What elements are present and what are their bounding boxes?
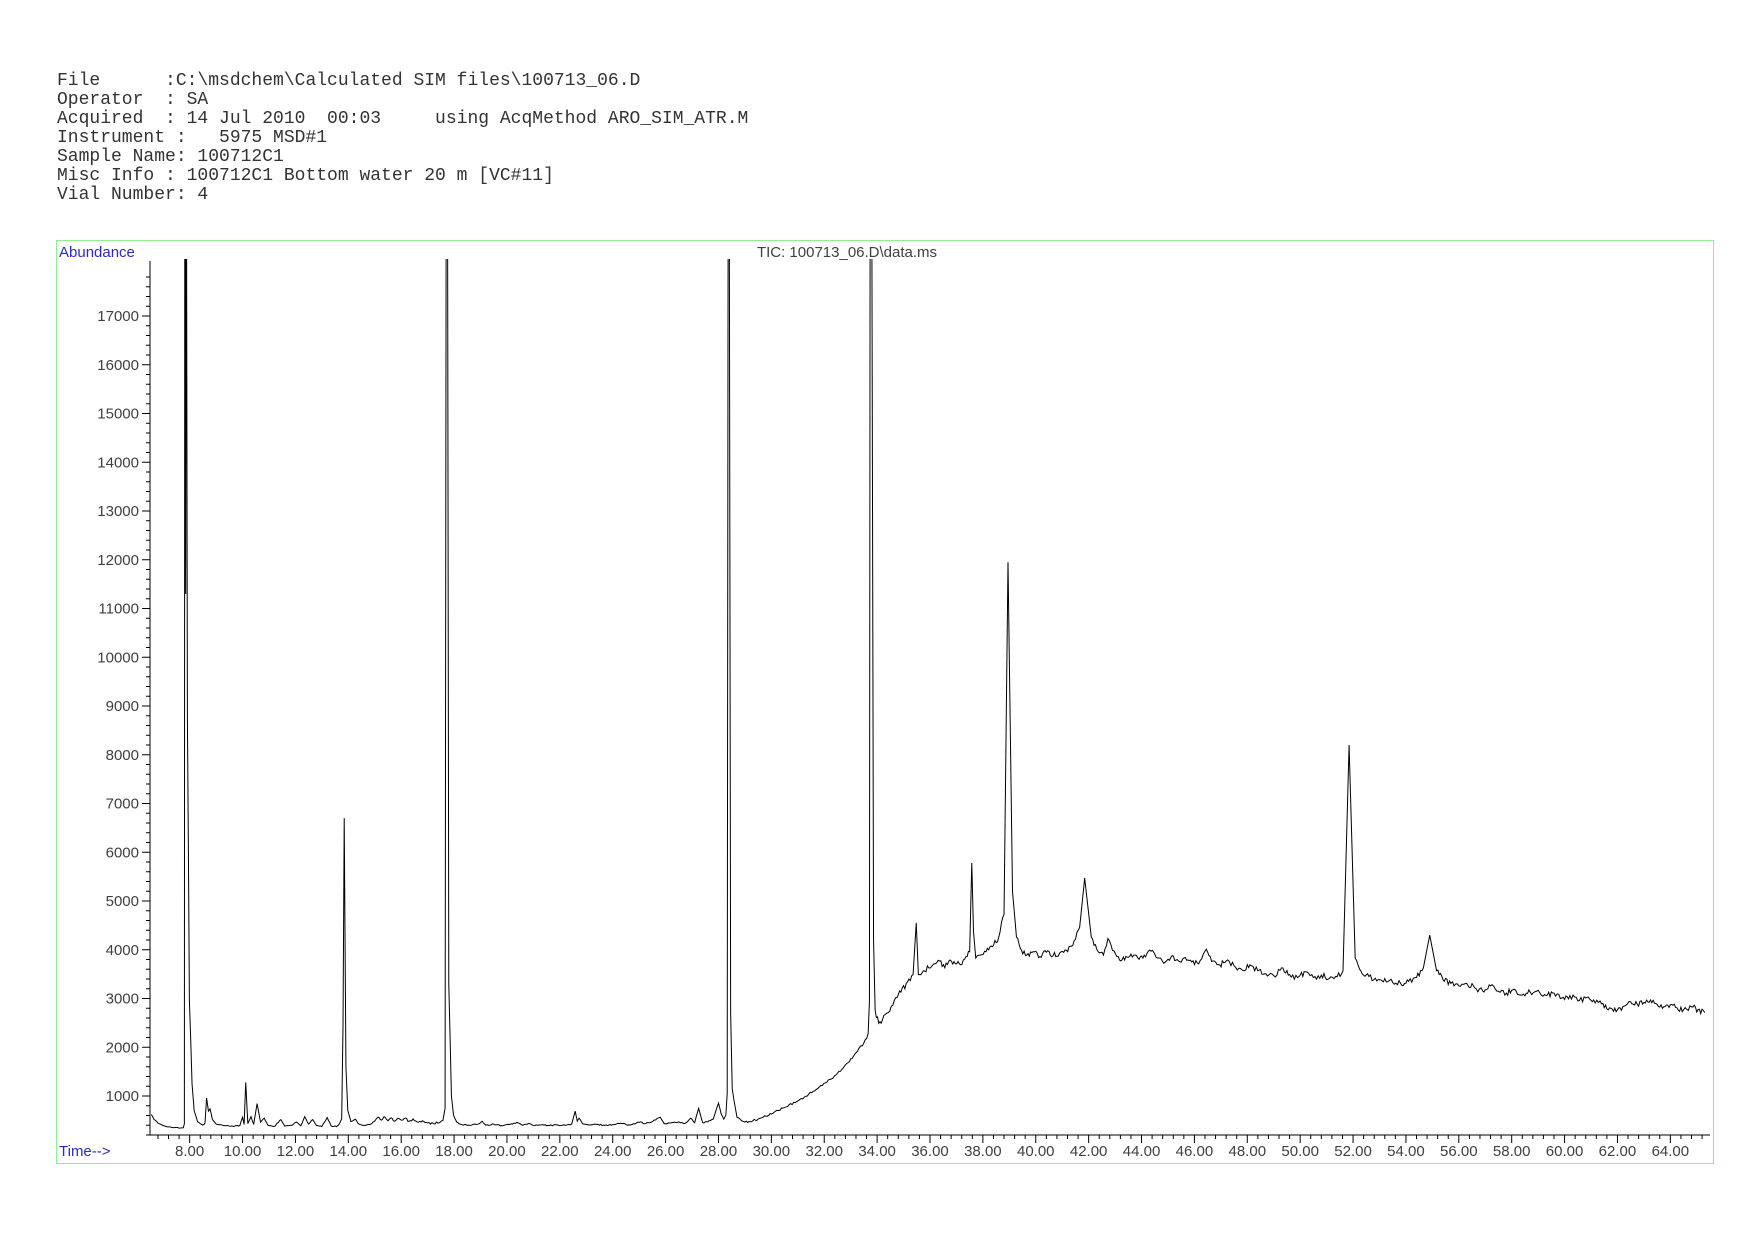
y-tick-label: 10000: [97, 649, 139, 666]
x-tick-label: 22.00: [541, 1143, 579, 1160]
x-tick-label: 20.00: [488, 1143, 526, 1160]
tic-trace: [150, 259, 1706, 1129]
x-tick-label: 44.00: [1123, 1143, 1161, 1160]
x-tick-label: 50.00: [1281, 1143, 1319, 1160]
y-axis-title: Abundance: [59, 244, 135, 261]
file-info-header: File :C:\msdchem\Calculated SIM files\10…: [57, 72, 748, 205]
y-tick-label: 8000: [106, 747, 139, 764]
x-tick-label: 36.00: [911, 1143, 949, 1160]
y-tick-label: 14000: [97, 454, 139, 471]
x-tick-label: 14.00: [330, 1143, 368, 1160]
x-tick-label: 34.00: [858, 1143, 896, 1160]
x-tick-label: 64.00: [1652, 1143, 1690, 1160]
y-tick-label: 2000: [106, 1039, 139, 1056]
x-tick-label: 48.00: [1229, 1143, 1267, 1160]
axes: 1000 2000 3000 4000 5000 6000 7000 8000 9000 1000…: [97, 261, 1710, 1160]
header-line: Vial Number: 4: [57, 185, 209, 205]
y-tick-label: 1000: [106, 1088, 139, 1105]
y-tick-label: 13000: [97, 503, 139, 520]
header-line: Operator : SA: [57, 90, 209, 110]
y-tick-label: 7000: [106, 796, 139, 813]
y-tick-label: 3000: [106, 991, 139, 1008]
header-line: Acquired : 14 Jul 2010 00:03 using AcqMe…: [57, 109, 749, 129]
tic-chromatogram: Abundance TIC: 100713_06.D\data.ms Time-…: [59, 244, 1710, 1160]
y-tick-label: 4000: [106, 942, 139, 959]
header-line: File :C:\msdchem\Calculated SIM files\10…: [57, 71, 641, 91]
x-tick-label: 32.00: [805, 1143, 843, 1160]
x-tick-label: 8.00: [175, 1143, 204, 1160]
y-tick-label: 9000: [106, 698, 139, 715]
x-tick-label: 18.00: [435, 1143, 473, 1160]
x-tick-label: 24.00: [594, 1143, 632, 1160]
y-tick-label: 16000: [97, 357, 139, 374]
header-line: Misc Info : 100712C1 Bottom water 20 m […: [57, 166, 554, 186]
y-tick-label: 5000: [106, 893, 139, 910]
y-tick-label: 6000: [106, 844, 139, 861]
x-tick-label: 52.00: [1334, 1143, 1372, 1160]
y-tick-label: 11000: [98, 601, 139, 618]
x-tick-label: 28.00: [700, 1143, 738, 1160]
tic-chart-frame: Abundance TIC: 100713_06.D\data.ms Time-…: [56, 240, 1714, 1164]
chromatogram-trace: [150, 259, 1706, 1129]
header-line: Instrument : 5975 MSD#1: [57, 128, 328, 148]
x-tick-label: 40.00: [1017, 1143, 1055, 1160]
x-tick-label: 56.00: [1440, 1143, 1478, 1160]
x-tick-label: 38.00: [964, 1143, 1002, 1160]
x-tick-label: 42.00: [1070, 1143, 1108, 1160]
y-tick-label: 12000: [97, 552, 139, 569]
x-tick-label: 26.00: [647, 1143, 685, 1160]
x-tick-label: 16.00: [382, 1143, 420, 1160]
header-line: Sample Name: 100712C1: [57, 147, 284, 167]
chart-title: TIC: 100713_06.D\data.ms: [757, 244, 937, 261]
x-tick-label: 10.00: [224, 1143, 262, 1160]
x-tick-label: 62.00: [1599, 1143, 1637, 1160]
x-tick-label: 54.00: [1387, 1143, 1425, 1160]
x-axis-title: Time-->: [59, 1143, 111, 1160]
y-tick-label: 15000: [97, 406, 139, 423]
x-tick-label: 30.00: [753, 1143, 791, 1160]
x-tick-label: 58.00: [1493, 1143, 1531, 1160]
x-tick-label: 46.00: [1176, 1143, 1214, 1160]
x-tick-label: 60.00: [1546, 1143, 1584, 1160]
x-tick-label: 12.00: [277, 1143, 315, 1160]
y-tick-label: 17000: [97, 308, 139, 325]
